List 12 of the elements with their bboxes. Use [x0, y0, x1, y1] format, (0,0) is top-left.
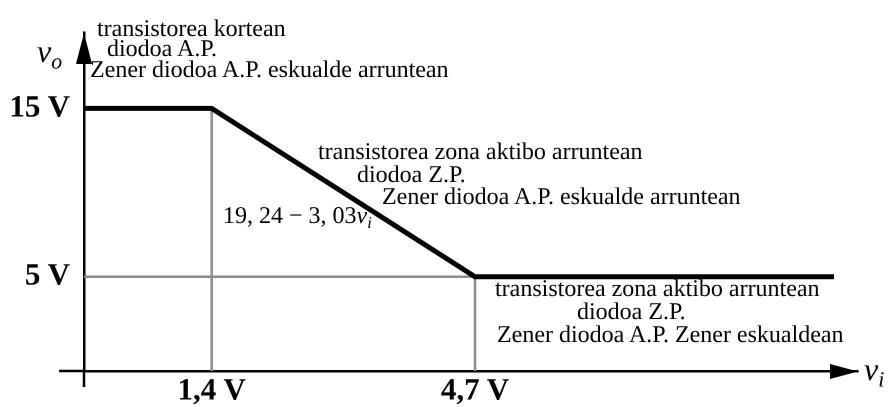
y-tick-label: 15 V — [9, 88, 71, 124]
x-tick-label: 1,4 V — [178, 372, 246, 407]
annotation: diodoa Z.P. — [577, 299, 686, 325]
annotation: transistorea zona aktibo arruntean — [318, 139, 643, 165]
y-tick-label: 5 V — [24, 256, 71, 292]
annotation: Zener diodoa A.P. Zener eskualdean — [497, 322, 844, 348]
annotation: Zener diodoa A.P. eskualde arruntean — [90, 57, 449, 83]
annotation: transistorea zona aktibo arruntean — [495, 276, 820, 302]
x-tick-label: 4,7 V — [440, 372, 510, 407]
annotation: 19, 24 − 3, 03v$_{i}$ — [223, 203, 372, 232]
x-axis-title: v$_{i}$ — [864, 351, 884, 392]
y-axis-title: v$_{o}$ — [37, 32, 62, 74]
